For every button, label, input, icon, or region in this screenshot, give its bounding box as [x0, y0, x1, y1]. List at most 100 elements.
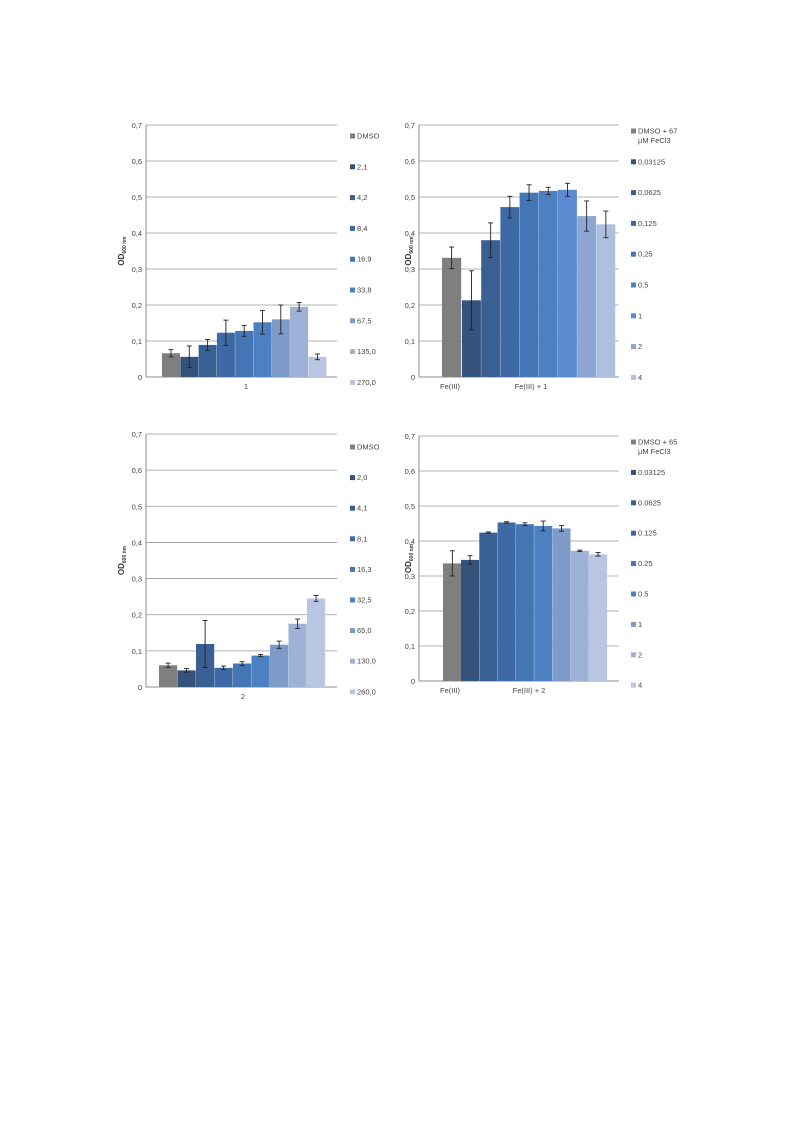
y-tick-label: 0,5: [132, 502, 142, 511]
y-tick-label: 0: [138, 683, 142, 692]
y-axis-label: OD600 nm: [404, 543, 415, 573]
y-tick-label: 0: [411, 677, 415, 686]
y-tick-label: 0,6: [132, 466, 142, 475]
legend-entry: 16,9: [357, 255, 372, 264]
y-tick-label: 0,2: [405, 607, 415, 616]
legend-entry: 8,1: [357, 534, 367, 543]
bar-9: [308, 356, 327, 377]
y-tick-label: 0,1: [132, 647, 142, 656]
bar-7: [558, 189, 577, 377]
legend-swatch: [350, 658, 355, 664]
legend-swatch: [350, 133, 355, 139]
legend-entry-line2: µM FeCl3: [638, 136, 671, 145]
bar-1: [443, 563, 462, 681]
legend-swatch: [631, 190, 636, 196]
bar-5: [515, 524, 534, 681]
legend-swatch: [350, 256, 355, 262]
legend-swatch: [631, 344, 636, 350]
bar-8: [570, 550, 589, 681]
y-tick-label: 0,3: [132, 575, 142, 584]
y-tick-label: 0,1: [132, 337, 142, 346]
y-tick-label: 0,6: [132, 157, 142, 166]
bar-4: [497, 522, 516, 681]
y-axis-label-main: OD: [117, 253, 126, 265]
bar-5: [519, 192, 539, 377]
bar-4: [500, 207, 520, 377]
bar-8: [290, 306, 309, 377]
bar-3: [481, 240, 501, 377]
y-axis-label: OD600 nm: [117, 545, 128, 575]
y-tick-label: 0,1: [405, 337, 415, 346]
bar-6: [253, 322, 272, 377]
y-tick-label: 0,3: [132, 265, 142, 274]
legend-entry: 16,3: [357, 565, 372, 574]
legend-swatch: [631, 374, 636, 380]
legend-entry: 260,0: [357, 687, 376, 696]
chart-3: 0 0,1 0,2 0,3 0,4 0,5 0,6 0,7 OD600 nm 2 DMSO 2,0 4,…: [117, 430, 380, 701]
y-tick-label: 0,7: [405, 121, 415, 130]
legend-swatch: [350, 566, 355, 572]
legend-entry: 1: [638, 311, 642, 320]
y-tick-label: 0,4: [405, 537, 415, 546]
legend-swatch: [631, 220, 636, 226]
bar-9: [596, 224, 616, 377]
legend-swatch: [350, 318, 355, 324]
bar-2: [461, 559, 479, 681]
legend-swatch: [631, 313, 636, 319]
bar-3: [198, 344, 217, 377]
legend-swatch: [631, 159, 636, 165]
y-axis-label-subscript: 600 nm: [409, 236, 415, 254]
y-tick-label: 0: [138, 373, 142, 382]
legend-entry-line2: µM FeCl3: [638, 447, 671, 456]
legend-entry: 2: [638, 650, 642, 659]
bar-2: [177, 670, 196, 687]
legend-swatch: [350, 444, 355, 450]
y-tick-label: 0,6: [405, 467, 415, 476]
legend-swatch: [631, 469, 636, 475]
legend-entry: 0.125: [638, 529, 657, 538]
bar-1: [162, 353, 180, 377]
x-category-label: 1: [244, 382, 248, 391]
legend-entry: 135,0: [357, 347, 376, 356]
bar-3: [479, 532, 498, 681]
legend-entry: 4,1: [357, 504, 367, 513]
x-category-label: 2: [241, 692, 245, 701]
legend-entry: 0.25: [638, 559, 653, 568]
legend-entry: 67,5: [357, 316, 372, 325]
y-tick-label: 0,7: [132, 121, 142, 130]
x-category-label: Fe(III): [440, 686, 461, 695]
legend-entry: DMSO: [357, 132, 380, 141]
legend-entry: 8,4: [357, 224, 367, 233]
legend-entry: 0.0625: [638, 498, 661, 507]
bar-5: [233, 663, 252, 687]
legend-entry: 0.5: [638, 590, 648, 599]
legend-swatch: [631, 530, 636, 536]
legend-swatch: [350, 195, 355, 201]
legend-entry: 65,0: [357, 626, 372, 635]
legend-swatch: [350, 597, 355, 603]
legend-swatch: [631, 561, 636, 567]
legend-swatch: [350, 689, 355, 695]
y-axis-label-main: OD: [404, 561, 413, 573]
legend-entry: 33,8: [357, 286, 372, 295]
legend-entry: 0,125: [638, 219, 657, 228]
legend-swatch: [631, 439, 636, 445]
legend-swatch: [350, 475, 355, 481]
legend-entry: 4,2: [357, 193, 367, 202]
x-category-label: Fe(III): [440, 382, 461, 391]
x-category-label: Fe(III) + 2: [513, 686, 546, 695]
chart-4: 0 0,1 0,2 0,3 0,4 0,5 0,6 0,7 OD600 nm Fe(III) Fe(…: [404, 432, 677, 695]
y-tick-label: 0,5: [405, 502, 415, 511]
y-axis-label-subscript: 600 nm: [122, 236, 128, 254]
legend-entry: DMSO: [357, 443, 380, 452]
legend-entry: DMSO + 67: [638, 127, 677, 136]
legend-swatch: [350, 628, 355, 634]
legend-entry: 2,1: [357, 162, 367, 171]
y-axis-label-main: OD: [404, 253, 413, 265]
bar-4: [216, 332, 235, 377]
bar-2: [462, 300, 481, 377]
chart-1: 0 0,1 0,2 0,3 0,4 0,5 0,6 0,7 OD600 nm 1 DMSO 2,1 4,…: [117, 121, 380, 391]
x-category-label: Fe(III) + 1: [515, 382, 548, 391]
y-tick-label: 0,6: [405, 157, 415, 166]
